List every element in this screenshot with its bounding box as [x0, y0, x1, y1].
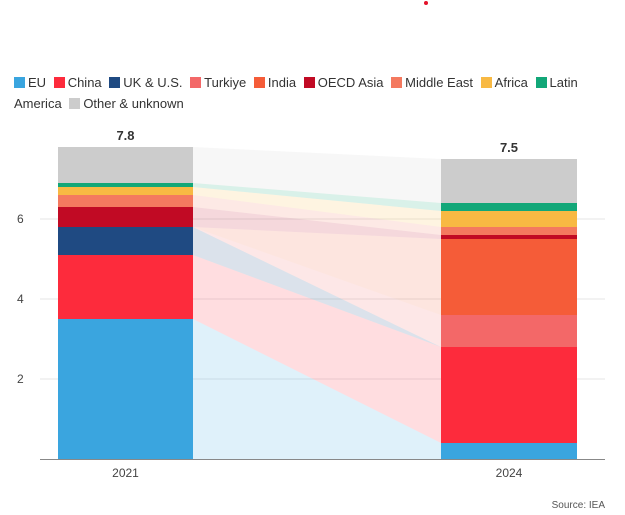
legend-label-eu: EU	[28, 75, 47, 90]
legend-label-latin: Latin	[549, 75, 578, 90]
source-note: Source: IEA	[551, 500, 605, 511]
legend-label-america: America	[14, 96, 62, 111]
y-tick-label-2: 2	[17, 372, 24, 386]
bar-segment-africa-2024	[441, 211, 577, 227]
x-tick-label-2021: 2021	[112, 466, 139, 480]
legend-label-turkiye: Turkiye	[204, 75, 247, 90]
legend-label-other-unknown: Other & unknown	[83, 96, 184, 111]
stacked-bars	[58, 147, 577, 459]
flow-band-africa	[193, 187, 441, 227]
legend-swatch-uk-us	[109, 77, 121, 88]
bar-segment-uk-u-s-2021	[58, 227, 193, 255]
axis-labels: 2 4 6 2021 7.8 2024 7.5	[17, 128, 523, 480]
y-tick-label-4: 4	[17, 292, 24, 306]
red-dot-marker	[424, 1, 428, 5]
legend-swatch-latin-america	[535, 77, 547, 88]
flow-band-middle-east	[193, 195, 441, 235]
y-tick-label-6: 6	[17, 212, 24, 226]
flow-band-oecd-asia	[193, 207, 441, 239]
legend-swatch-oecd-asia	[303, 77, 315, 88]
flow-band-uk-u-s	[193, 227, 441, 347]
bar-segment-latin-america-2024	[441, 203, 577, 211]
bar-segment-other-unknown-2024	[441, 159, 577, 203]
legend-item-middle-east: Middle East	[391, 72, 473, 93]
flow-band-other-unknown	[193, 147, 441, 203]
flow-band-eu	[193, 319, 441, 459]
bar-segment-china-2024	[441, 347, 577, 443]
legend-swatch-other-unknown	[69, 98, 81, 109]
legend-swatch-middle-east	[391, 77, 403, 88]
total-label-2024: 7.5	[500, 140, 518, 155]
flow-band-turkiye	[193, 227, 441, 347]
total-label-2021: 7.8	[116, 128, 134, 143]
legend-item-oecd-asia: OECD Asia	[303, 72, 384, 93]
bar-segment-oecd-asia-2021	[58, 207, 193, 227]
legend-swatch-eu	[14, 77, 25, 88]
flow-band-china	[193, 255, 441, 443]
bar-segment-middle-east-2021	[58, 195, 193, 207]
legend-swatch-africa	[480, 77, 492, 88]
legend-item-india: India	[253, 72, 297, 93]
bar-segment-china-2021	[58, 255, 193, 319]
legend-item-uk-us: UK & U.S.	[109, 72, 183, 93]
flow-band-latin-america	[193, 183, 441, 211]
bar-segment-turkiye-2024	[441, 315, 577, 347]
legend-swatch-turkiye	[190, 77, 202, 88]
x-tick-label-2024: 2024	[496, 466, 523, 480]
bar-segment-africa-2021	[58, 187, 193, 195]
legend-label-middle-east: Middle East	[405, 75, 474, 90]
bar-segment-latin-america-2021	[58, 183, 193, 187]
legend-label-china: China	[67, 75, 102, 90]
legend-item-latin-america: Latin	[535, 72, 578, 93]
bar-segment-eu-2024	[441, 443, 577, 459]
bar-segment-oecd-asia-2024	[441, 235, 577, 239]
bar-segment-eu-2021	[58, 319, 193, 459]
bar-segment-india-2024	[441, 239, 577, 315]
legend-item-eu: EU	[14, 72, 46, 93]
legend-item-turkiye: Turkiye	[190, 72, 246, 93]
flow-band-india	[193, 227, 441, 315]
legend-label-india: India	[267, 75, 297, 90]
legend-item-other-unknown: Other & unknown	[69, 93, 184, 114]
legend-swatch-india	[253, 77, 265, 88]
bar-segment-other-unknown-2021	[58, 147, 193, 183]
bar-segment-middle-east-2024	[441, 227, 577, 235]
chart-legend: EU China UK & U.S. Turkiye India OECD As…	[14, 72, 614, 114]
legend-label-africa: Africa	[494, 75, 528, 90]
legend-item-china: China	[53, 72, 102, 93]
legend-label-uk-us: UK & U.S.	[123, 75, 183, 90]
flow-bands	[193, 147, 441, 459]
legend-label-oecd-asia: OECD Asia	[317, 75, 384, 90]
legend-item-latin-america-cont: America	[14, 93, 62, 114]
legend-item-africa: Africa	[480, 72, 528, 93]
legend-swatch-china	[53, 77, 65, 88]
